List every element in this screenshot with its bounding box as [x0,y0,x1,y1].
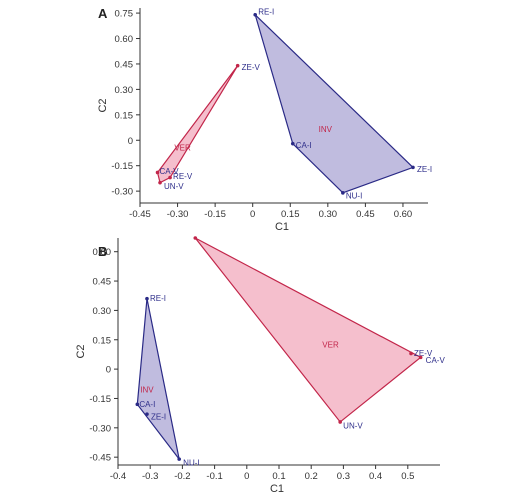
data-point [341,191,345,195]
x-tick-label: 0.2 [305,471,318,482]
x-tick-label: -0.30 [167,209,189,220]
ver-group-label: VER [322,341,339,350]
point-label: CA-I [296,141,312,150]
panel-letter: A [98,6,108,21]
x-tick-label: 0.4 [369,471,382,482]
data-point [235,63,240,68]
inv-hull [253,12,415,194]
y-axis-title: C2 [97,98,109,112]
x-tick-label: 0.60 [394,209,413,220]
y-tick-label: 0.75 [115,9,134,20]
data-point [145,296,149,301]
x-tick-label: -0.4 [110,471,126,482]
y-tick-label: 0 [106,365,111,376]
y-tick-label: -0.15 [89,394,111,405]
y-tick-label: -0.30 [89,423,111,434]
data-point [411,165,415,170]
x-tick-label: 0.45 [356,209,375,220]
y-tick-label: -0.30 [111,187,133,198]
y-tick-label: 0.45 [115,59,134,70]
panel-b: B -0.4 -0.3 -0.2 -0.1 0 0.1 0.2 0.3 0.4 0.5 0.60 0.4… [75,236,445,495]
data-point [338,420,342,424]
point-label: ZE-I [151,413,166,422]
data-point [155,170,160,175]
inv-hull [136,298,180,460]
point-label: CA-V [426,356,446,365]
panel-letter: B [98,244,107,259]
point-label: NU-I [183,459,199,468]
y-tick-label: 0 [128,136,133,147]
y-tick-label: 0.30 [93,306,112,317]
data-point [290,141,295,146]
x-tick-label: 0.15 [281,209,300,220]
x-tick-label: -0.2 [174,471,190,482]
y-tick-label: -0.15 [111,161,133,172]
ver-hull [194,237,422,423]
point-label: UN-V [343,421,363,430]
x-tick-label: 0 [250,209,255,220]
x-tick-label: 0.3 [337,471,350,482]
x-tick-label: -0.1 [206,471,222,482]
data-point [177,457,181,461]
point-label: NU-I [346,191,362,200]
y-tick-label: 0.60 [93,247,112,258]
y-tick-label: 0.45 [93,277,112,288]
data-point [253,12,257,17]
y-tick-label: -0.45 [89,453,111,464]
data-point [193,236,198,240]
data-point [418,355,423,360]
y-tick-label: 0.15 [93,335,112,346]
x-tick-label: 0.1 [272,471,285,482]
x-tick-label: 0 [244,471,249,482]
point-label: CA-V [160,167,180,176]
x-tick-label: -0.3 [142,471,158,482]
ver-group-label: VER [174,143,191,152]
x-tick-label: 0.30 [319,209,338,220]
data-point [145,412,149,416]
point-label: RE-V [173,172,193,181]
point-label: CA-I [139,400,155,409]
x-axis-title: C1 [275,221,289,233]
point-label: RE-I [258,7,274,16]
point-label: ZE-I [417,165,432,174]
panel-a: A -0.45 -0.30 -0.15 0 0.15 0.30 0.45 0.60 0.75 0.6… [97,6,432,233]
x-axis-title: C1 [270,483,284,495]
y-tick-label: 0.30 [115,85,134,96]
x-tick-label: 0.5 [401,471,414,482]
data-point [135,402,140,407]
data-point [168,175,172,180]
y-tick-label: 0.15 [115,110,134,121]
point-label: ZE-V [242,63,261,72]
point-label: RE-I [150,294,166,303]
data-point [158,180,162,185]
inv-group-label: INV [319,125,333,134]
point-label: ZE-V [414,349,433,358]
data-point [409,351,413,356]
x-tick-label: -0.15 [204,209,226,220]
y-tick-label: 0.60 [115,34,134,45]
x-tick-label: -0.45 [129,209,151,220]
inv-group-label: INV [140,386,154,395]
ver-hull [156,65,239,184]
y-axis-title: C2 [75,344,87,358]
point-label: UN-V [164,182,184,191]
